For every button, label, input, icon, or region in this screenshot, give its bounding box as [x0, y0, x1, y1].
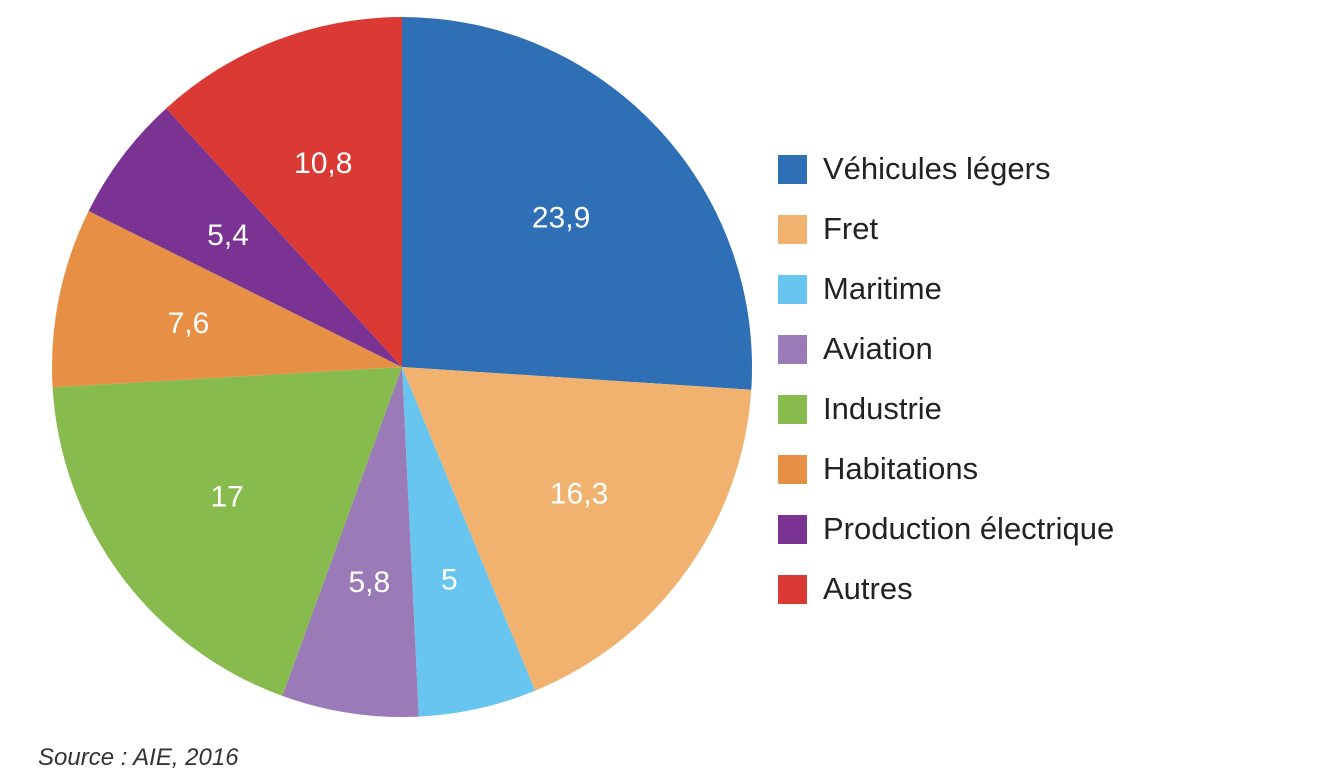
data-label-habitations: 7,6 — [168, 307, 210, 340]
legend-item-production-electrique: Production électrique — [778, 499, 1114, 559]
data-label-industrie: 17 — [210, 481, 243, 514]
legend-label: Autres — [823, 571, 913, 606]
pie-slice-production-electrique — [88, 108, 403, 368]
legend-swatch — [778, 394, 807, 424]
legend-swatch — [778, 154, 807, 184]
pie-chart-canvas: 23,9 16,3 5 5,8 17 7,6 5,4 10,8 — [52, 17, 752, 717]
data-label-autres: 10,8 — [294, 147, 352, 180]
value-labels-layer: 23,9 16,3 5 5,8 17 7,6 5,4 10,8 — [168, 147, 609, 599]
pie-slice-aviation — [282, 367, 419, 717]
legend-item-vehicules-legers: Véhicules légers — [778, 139, 1114, 199]
legend-swatch — [778, 514, 807, 544]
legend-swatch — [778, 214, 807, 244]
pie-slice-maritime — [402, 367, 536, 717]
legend-label: Industrie — [823, 391, 942, 426]
pie-slice-industrie — [52, 367, 403, 696]
data-label-production-electrique: 5,4 — [207, 219, 249, 252]
legend-label: Véhicules légers — [823, 151, 1051, 186]
legend-item-maritime: Maritime — [778, 259, 1114, 319]
legend-item-habitations: Habitations — [778, 439, 1114, 499]
slices-layer — [52, 17, 752, 717]
legend-swatch — [778, 334, 807, 364]
legend-label: Production électrique — [823, 511, 1115, 546]
legend-item-aviation: Aviation — [778, 319, 1114, 379]
legend-item-fret: Fret — [778, 199, 1114, 259]
legend-label: Aviation — [823, 331, 933, 366]
legend-swatch — [778, 574, 807, 604]
legend-item-industrie: Industrie — [778, 379, 1114, 439]
source-note: Source : AIE, 2016 — [38, 744, 239, 771]
legend-label: Maritime — [823, 271, 942, 306]
data-label-vehicules-legers: 23,9 — [532, 201, 590, 234]
legend-swatch — [778, 454, 807, 484]
legend: Véhicules légers Fret Maritime Aviation Indu… — [778, 139, 1114, 619]
data-label-maritime: 5 — [441, 563, 458, 596]
legend-item-autres: Autres — [778, 559, 1114, 619]
legend-swatch — [778, 274, 807, 304]
legend-label: Habitations — [823, 451, 979, 486]
pie-slice-vehicules-legers — [402, 17, 752, 390]
data-label-aviation: 5,8 — [348, 566, 390, 599]
pie-slice-autres — [166, 17, 402, 367]
pie-slice-habitations — [52, 210, 403, 388]
legend-label: Fret — [823, 211, 879, 246]
pie-slice-fret — [402, 367, 752, 691]
data-label-fret: 16,3 — [550, 478, 608, 511]
